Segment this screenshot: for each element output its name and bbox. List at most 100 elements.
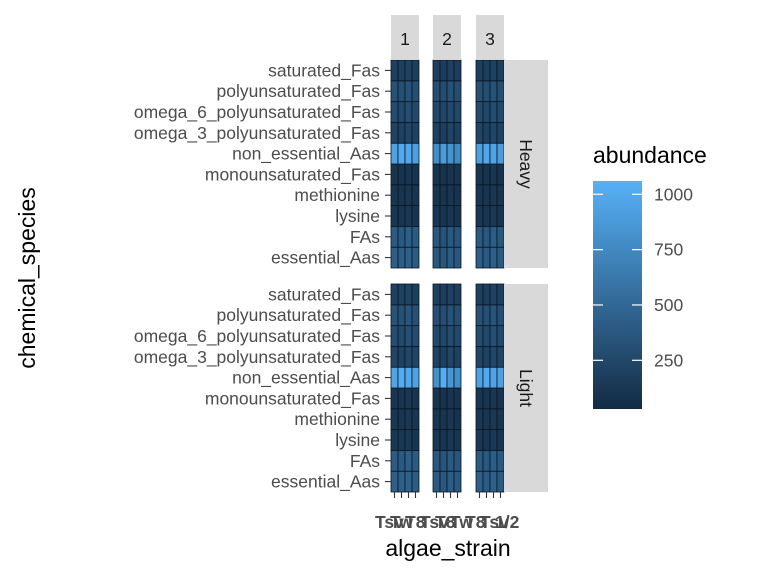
heatmap-cell	[404, 59, 413, 82]
heatmap-cell	[453, 59, 462, 82]
heatmap-cell	[404, 205, 413, 227]
y-tick-label: saturated_Fas	[268, 60, 380, 81]
heatmap-cell	[439, 449, 448, 472]
column-strip-label: 2	[442, 29, 452, 49]
heatmap-cell	[404, 366, 413, 389]
heatmap-cell	[475, 80, 484, 103]
heatmap-cell	[475, 283, 484, 306]
heatmap-cell	[453, 246, 462, 269]
heatmap-cell	[475, 142, 484, 165]
heatmap-cell	[475, 59, 484, 82]
heatmap-cell	[489, 304, 498, 326]
heatmap-cell	[453, 429, 462, 451]
heatmap-cell	[390, 449, 399, 472]
heatmap-cell	[482, 449, 491, 472]
heatmap-cell	[453, 163, 462, 186]
heatmap-cell	[390, 101, 399, 123]
heatmap-cell	[489, 449, 498, 472]
heatmap-cell	[446, 225, 455, 248]
heatmap-cell	[404, 184, 413, 207]
heatmap-cell	[390, 142, 399, 165]
heatmap-cell	[439, 366, 448, 389]
y-tick-label: saturated_Fas	[268, 284, 380, 305]
heatmap-cell	[489, 142, 498, 165]
heatmap-cell	[411, 80, 420, 103]
heatmap-cell	[453, 470, 462, 493]
y-tick-label: FAs	[350, 451, 380, 471]
heatmap-cell	[432, 142, 441, 165]
heatmap-cell	[489, 122, 498, 144]
x-tick-label: 1/2	[495, 512, 520, 532]
heatmap-cell	[446, 408, 455, 430]
heatmap-cell	[489, 345, 498, 368]
heatmap-cell	[496, 325, 505, 347]
heatmap-cell	[453, 366, 462, 389]
heatmap-cell	[432, 387, 441, 410]
heatmap-cell	[397, 387, 406, 410]
heatmap-cell	[496, 122, 505, 144]
heatmap-cell	[390, 387, 399, 410]
heatmap-cell	[390, 429, 399, 451]
x-tick-label: T8	[465, 512, 486, 532]
heatmap-cell	[390, 163, 399, 186]
heatmap-cell	[446, 205, 455, 227]
heatmap-cell	[432, 163, 441, 186]
heatmap-cell	[439, 470, 448, 493]
x-tick-label: Tw	[390, 512, 413, 532]
heatmap-cell	[397, 283, 406, 306]
heatmap-cell	[390, 283, 399, 306]
heatmap-cell	[397, 225, 406, 248]
heatmap-cell	[390, 184, 399, 207]
heatmap-cell	[411, 408, 420, 430]
heatmap-cell	[489, 387, 498, 410]
heatmap-cell	[404, 142, 413, 165]
heatmap-cell	[439, 408, 448, 430]
heatmap-cell	[496, 142, 505, 165]
heatmap-cell	[453, 205, 462, 227]
heatmap-cell	[432, 246, 441, 269]
heatmap-cell	[475, 325, 484, 347]
heatmap-cell	[489, 205, 498, 227]
heatmap-cell	[404, 408, 413, 430]
heatmap-cell	[453, 142, 462, 165]
panel-light-1	[390, 283, 420, 493]
heatmap-cell	[482, 283, 491, 306]
heatmap-cell	[475, 246, 484, 269]
heatmap-cell	[489, 163, 498, 186]
heatmap-cell	[446, 246, 455, 269]
y-tick-label: monounsaturated_Fas	[205, 164, 380, 185]
heatmap-cell	[475, 163, 484, 186]
heatmap-cell	[446, 345, 455, 368]
heatmap-cell	[446, 449, 455, 472]
heatmap-cell	[411, 429, 420, 451]
heatmap-cell	[496, 429, 505, 451]
heatmap-cell	[439, 122, 448, 144]
heatmap-cell	[439, 163, 448, 186]
heatmap-cell	[446, 470, 455, 493]
heatmap-cell	[439, 184, 448, 207]
heatmap-cell	[411, 101, 420, 123]
heatmap-cell	[489, 59, 498, 82]
heatmap-cell	[439, 142, 448, 165]
heatmap-cell	[496, 225, 505, 248]
heatmap-cell	[390, 408, 399, 430]
heatmap-cell	[411, 122, 420, 144]
heatmap-cell	[390, 225, 399, 248]
y-tick-label: omega_6_polyunsaturated_Fas	[134, 326, 380, 347]
heatmap-cell	[404, 470, 413, 493]
heatmap-cell	[482, 470, 491, 493]
heatmap-cell	[397, 449, 406, 472]
heatmap-cell	[432, 122, 441, 144]
heatmap-cell	[432, 205, 441, 227]
heatmap-cell	[404, 80, 413, 103]
panels-layer	[390, 59, 505, 493]
x-tick-label: Tsv	[420, 512, 449, 532]
heatmap-cell	[496, 101, 505, 123]
heatmap-cell	[496, 449, 505, 472]
y-axis: essential_AasFAslysinemethioninemonounsa…	[134, 60, 391, 493]
heatmap-cell	[397, 304, 406, 326]
heatmap-cell	[489, 366, 498, 389]
heatmap-cell	[411, 246, 420, 269]
heatmap-cell	[475, 408, 484, 430]
heatmap-cell	[404, 225, 413, 248]
